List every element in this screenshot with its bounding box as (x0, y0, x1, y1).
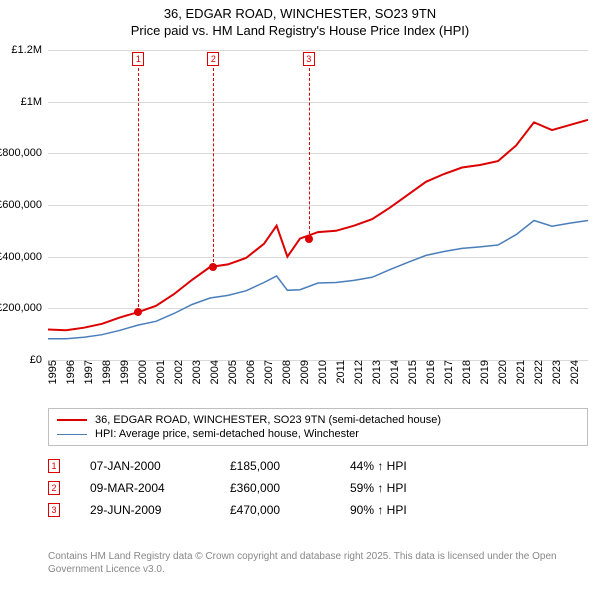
sales-table: 1 07-JAN-2000£185,00044% ↑ HPI 2 09-MAR-200… (48, 455, 588, 521)
sale-marker-box: 3 (303, 52, 315, 66)
attribution-text: Contains HM Land Registry data © Crown c… (48, 550, 588, 576)
legend-item: HPI: Average price, semi-detached house,… (57, 427, 579, 441)
series-line (48, 221, 588, 339)
chart-plot-area: £0£200,000£400,000£600,000£800,000£1M£1.… (48, 50, 588, 360)
sale-delta: 44% ↑ HPI (350, 459, 588, 473)
sale-delta: 90% ↑ HPI (350, 503, 588, 517)
title-block: 36, EDGAR ROAD, WINCHESTER, SO23 9TN Pri… (0, 0, 600, 40)
legend-label: HPI: Average price, semi-detached house,… (95, 428, 359, 440)
sale-date: 07-JAN-2000 (90, 459, 230, 473)
y-axis-label: £1M (21, 96, 42, 108)
y-axis-label: £200,000 (0, 302, 42, 314)
sale-row-marker: 2 (48, 481, 60, 495)
sale-price: £185,000 (230, 459, 350, 473)
x-axis-label: 2024 (559, 360, 581, 384)
sale-data-point (134, 308, 142, 316)
sale-row-marker: 1 (48, 459, 60, 473)
y-axis-label: £1.2M (11, 44, 42, 56)
series-line (48, 120, 588, 330)
legend-swatch (57, 434, 87, 435)
line-plot-svg (48, 50, 588, 360)
sale-price: £470,000 (230, 503, 350, 517)
sale-row: 3 29-JUN-2009£470,00090% ↑ HPI (48, 499, 588, 521)
y-axis-label: £600,000 (0, 199, 42, 211)
sale-row-marker: 3 (48, 503, 60, 517)
sale-row: 1 07-JAN-2000£185,00044% ↑ HPI (48, 455, 588, 477)
y-axis-label: £400,000 (0, 251, 42, 263)
sale-data-point (305, 235, 313, 243)
sale-price: £360,000 (230, 481, 350, 495)
sale-row: 2 09-MAR-2004£360,00059% ↑ HPI (48, 477, 588, 499)
legend-item: 36, EDGAR ROAD, WINCHESTER, SO23 9TN (se… (57, 413, 579, 427)
title-line-2: Price paid vs. HM Land Registry's House … (0, 23, 600, 40)
legend-label: 36, EDGAR ROAD, WINCHESTER, SO23 9TN (se… (95, 414, 441, 426)
sale-data-point (209, 263, 217, 271)
title-line-1: 36, EDGAR ROAD, WINCHESTER, SO23 9TN (0, 6, 600, 23)
chart-container: 36, EDGAR ROAD, WINCHESTER, SO23 9TN Pri… (0, 0, 600, 590)
sale-date: 09-MAR-2004 (90, 481, 230, 495)
legend-box: 36, EDGAR ROAD, WINCHESTER, SO23 9TN (se… (48, 408, 588, 446)
legend-swatch (57, 419, 87, 421)
sale-marker-box: 1 (132, 52, 144, 66)
y-axis-label: £800,000 (0, 147, 42, 159)
sale-date: 29-JUN-2009 (90, 503, 230, 517)
sale-delta: 59% ↑ HPI (350, 481, 588, 495)
sale-marker-box: 2 (207, 52, 219, 66)
